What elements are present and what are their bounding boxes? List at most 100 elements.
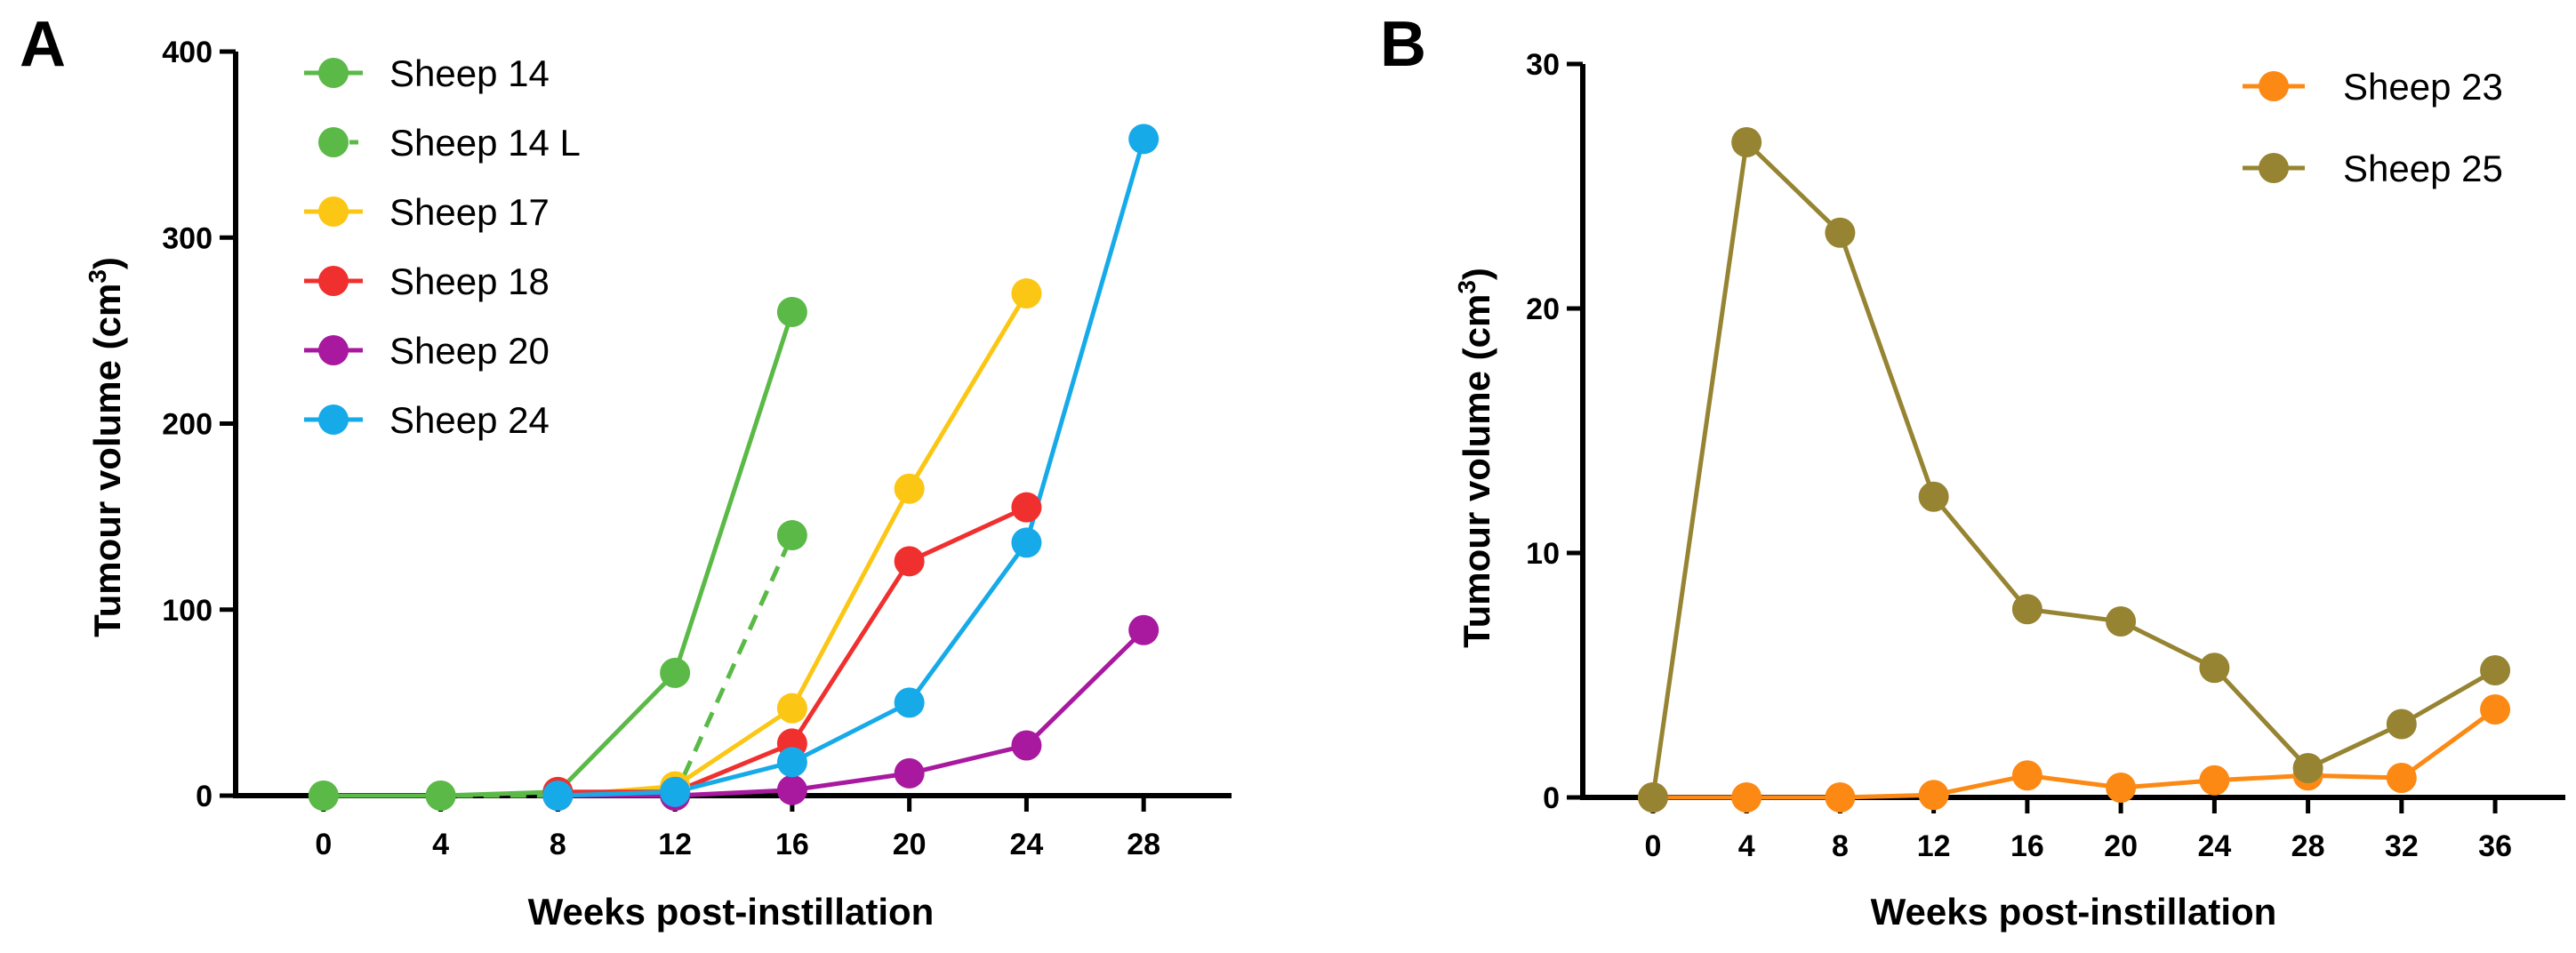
panel-b-point-sheep-23 — [2480, 694, 2511, 725]
panel-a-x-tick-label: 28 — [1127, 828, 1160, 861]
panel-b-point-sheep-25 — [2386, 709, 2417, 740]
legend-label-sheep-20: Sheep 20 — [389, 330, 550, 372]
panel-b-series — [1637, 127, 2511, 813]
panel-a-x-tick-label: 8 — [550, 828, 566, 861]
panel-a-y-tick-label: 0 — [196, 780, 213, 813]
panel-a-x-tick-label: 24 — [1009, 828, 1043, 861]
panel-b-point-sheep-23 — [1825, 782, 1856, 813]
panel-b-y-title-close: ) — [1456, 268, 1497, 280]
panel-a-point-sheep-24 — [1128, 124, 1160, 155]
panel-b-y-tick-label: 0 — [1543, 781, 1560, 815]
panel-b-point-sheep-25 — [1637, 782, 1668, 813]
panel-b-y-tick-label: 20 — [1526, 292, 1560, 326]
panel-a-letter: A — [20, 9, 66, 80]
legend-label-sheep-23: Sheep 23 — [2343, 66, 2503, 108]
panel-a-axes: 0 100 200 300 400 0 4 8 12 16 20 24 28 — [162, 36, 1232, 861]
panel-b-point-sheep-25 — [1731, 127, 1762, 157]
legend-label-sheep-25: Sheep 25 — [2343, 148, 2503, 189]
panel-a-line-sheep-14 — [323, 311, 795, 798]
legend-label-sheep-24: Sheep 24 — [389, 399, 550, 441]
panel-a-point-sheep-18 — [1011, 492, 1042, 523]
panel-a-series — [308, 124, 1160, 811]
legend-marker-sheep-17 — [318, 196, 349, 227]
panel-b-axes: 0 10 20 30 0 4 8 12 16 20 24 28 32 36 — [1526, 48, 2565, 863]
panel-a-point-sheep-14-l — [425, 781, 456, 811]
panel-b-y-tick-label: 10 — [1526, 537, 1560, 571]
panel-a-point-sheep-24 — [660, 776, 691, 807]
panel-a-point-sheep-14-l — [308, 781, 339, 811]
panel-a-point-sheep-20 — [1011, 730, 1042, 761]
panel-a-y-tick-label: 400 — [162, 36, 213, 69]
panel-a-legend: Sheep 14 Sheep 14 L Sheep 17 Sheep 18 Sheep … — [304, 52, 581, 441]
panel-b-point-sheep-25 — [2292, 753, 2323, 783]
panel-b-point-sheep-23 — [1918, 780, 1949, 811]
panel-b-point-sheep-23 — [2199, 765, 2230, 796]
panel-b-point-sheep-23 — [2011, 760, 2042, 791]
legend-marker-sheep-18 — [318, 266, 349, 296]
panel-a-y-tick-label: 300 — [162, 221, 213, 255]
panel-b-point-sheep-23 — [2386, 763, 2417, 793]
panel-a-point-sheep-17 — [894, 473, 925, 504]
panel-a-point-sheep-14 — [776, 296, 807, 327]
panel-a-point-sheep-24 — [776, 747, 807, 778]
panel-a-point-sheep-20 — [776, 774, 807, 805]
panel-b-legend: Sheep 23 Sheep 25 — [2243, 66, 2503, 189]
panel-b-letter: B — [1380, 9, 1426, 80]
panel-b-x-tick-label: 16 — [2010, 829, 2044, 863]
panel-b-y-tick-label: 30 — [1526, 48, 1560, 82]
panel-b-x-tick-label: 28 — [2291, 829, 2325, 863]
panel-b-line-sheep-23 — [1652, 707, 2497, 800]
panel-b-x-tick-label: 24 — [2197, 829, 2231, 863]
legend-marker-sheep-14 — [318, 58, 349, 88]
panel-a-y-title-close: ) — [86, 257, 128, 269]
panel-b-point-sheep-23 — [1731, 782, 1762, 813]
panel-a-point-sheep-14 — [660, 657, 691, 688]
panel-b-x-tick-label: 20 — [2104, 829, 2138, 863]
panel-b-point-sheep-25 — [1918, 481, 1949, 512]
panel-a-x-tick-label: 16 — [775, 828, 809, 861]
panel-a-x-tick-label: 4 — [432, 828, 449, 861]
panel-a-line-sheep-24 — [558, 138, 1146, 798]
legend-marker-sheep-20 — [318, 335, 349, 365]
legend-label-sheep-14: Sheep 14 — [389, 52, 550, 94]
panel-a-point-sheep-17 — [776, 693, 807, 724]
panel-a-x-tick-label: 12 — [658, 828, 692, 861]
panel-b-x-axis-title: Weeks post-instillation — [1871, 891, 2277, 933]
legend-marker-sheep-24 — [318, 404, 349, 435]
legend-marker-sheep-23 — [2259, 71, 2289, 101]
legend-marker-sheep-14-l — [318, 127, 349, 157]
panel-a-point-sheep-24 — [542, 781, 574, 811]
panel-a-point-sheep-14-l — [776, 520, 807, 551]
legend-label-sheep-14-l: Sheep 14 L — [389, 122, 581, 164]
panel-a-point-sheep-17 — [1011, 278, 1042, 309]
panel-a-point-sheep-24 — [1011, 527, 1042, 558]
panel-a-y-title-sup: 3 — [84, 269, 111, 284]
legend-label-sheep-18: Sheep 18 — [389, 260, 550, 302]
legend-marker-sheep-25 — [2259, 153, 2289, 183]
panel-b-point-sheep-25 — [2480, 655, 2511, 685]
panel-a-point-sheep-24 — [894, 687, 925, 718]
panel-b-x-tick-label: 0 — [1644, 829, 1661, 863]
panel-b-point-sheep-25 — [1825, 217, 1856, 248]
panel-a-x-tick-label: 0 — [315, 828, 332, 861]
panel-b-point-sheep-25 — [2011, 594, 2042, 625]
panel-a-x-tick-label: 20 — [893, 828, 927, 861]
panel-b-x-tick-label: 36 — [2478, 829, 2512, 863]
panel-b-y-title-main: Tumour volume (cm — [1456, 294, 1497, 648]
panel-a-y-axis-title: Tumour volume (cm3) — [84, 257, 128, 637]
panel-b-point-sheep-23 — [2106, 773, 2137, 803]
panel-a-x-axis-title: Weeks post-instillation — [528, 891, 935, 933]
panel-b-x-tick-label: 8 — [1832, 829, 1849, 863]
panel-b-point-sheep-25 — [2106, 606, 2137, 637]
panel-b-point-sheep-25 — [2199, 653, 2230, 684]
panel-b-x-tick-label: 4 — [1738, 829, 1755, 863]
panel-b-line-sheep-25 — [1650, 140, 2497, 798]
panel-b-y-axis-title: Tumour volume (cm3) — [1453, 268, 1497, 648]
panel-a-y-tick-label: 100 — [162, 594, 213, 628]
panel-b-x-tick-label: 12 — [1917, 829, 1951, 863]
legend-label-sheep-17: Sheep 17 — [389, 191, 550, 233]
panel-a-line-sheep-20 — [558, 629, 1145, 798]
